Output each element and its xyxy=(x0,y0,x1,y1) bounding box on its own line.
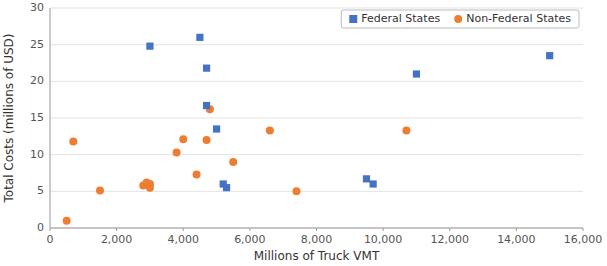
point xyxy=(179,135,187,143)
legend: Federal States Non-Federal States xyxy=(341,10,579,28)
y-tick-label: 15 xyxy=(30,111,44,124)
point xyxy=(229,158,237,166)
y-axis-line xyxy=(50,8,51,228)
x-tick-label: 12,000 xyxy=(431,233,470,246)
chart: 0 5 10 15 20 25 30 0 2,000 4,000 6,000 8,000 10,000 1… xyxy=(0,0,607,266)
point xyxy=(363,175,370,182)
point xyxy=(546,52,553,59)
grid-line xyxy=(50,228,583,229)
grid-line xyxy=(50,118,583,119)
y-tick-label: 0 xyxy=(37,221,44,234)
x-tick-label: 4,000 xyxy=(168,233,200,246)
grid-line xyxy=(50,44,583,45)
point xyxy=(293,187,301,195)
x-tick-label: 16,000 xyxy=(564,233,603,246)
point xyxy=(196,34,203,41)
point xyxy=(203,136,211,144)
point xyxy=(193,170,201,178)
legend-marker xyxy=(454,15,462,23)
grid-line xyxy=(50,154,583,155)
x-tick-label: 6,000 xyxy=(234,233,266,246)
x-axis-label: Millions of Truck VMT xyxy=(254,249,380,263)
y-tick-label: 25 xyxy=(30,38,44,51)
point xyxy=(96,187,104,195)
legend-label: Federal States xyxy=(361,12,440,25)
legend-box xyxy=(341,10,579,28)
point xyxy=(146,43,153,50)
x-tick-label: 0 xyxy=(47,233,54,246)
point xyxy=(402,126,410,134)
point xyxy=(413,70,420,77)
point xyxy=(213,125,220,132)
legend-label: Non-Federal States xyxy=(466,12,571,25)
legend-marker xyxy=(349,15,357,23)
point xyxy=(63,217,71,225)
grid-line xyxy=(50,191,583,192)
x-axis-line xyxy=(50,228,583,229)
grid-line xyxy=(50,81,583,82)
series xyxy=(63,105,411,224)
x-tick-label: 2,000 xyxy=(101,233,133,246)
plot-area xyxy=(63,34,554,225)
y-tick-label: 10 xyxy=(30,148,44,161)
axes: 0 5 10 15 20 25 30 0 2,000 4,000 6,000 8,000 10,000 1… xyxy=(30,1,602,246)
point xyxy=(203,102,210,109)
x-tick-label: 14,000 xyxy=(497,233,536,246)
y-tick-label: 20 xyxy=(30,74,44,87)
point xyxy=(173,148,181,156)
point xyxy=(203,65,210,72)
point xyxy=(370,180,377,187)
x-tick-label: 8,000 xyxy=(301,233,333,246)
grid-line xyxy=(50,8,583,9)
series xyxy=(146,34,553,192)
x-tick-label: 10,000 xyxy=(364,233,403,246)
y-axis-label: Total Costs (millions of USD) xyxy=(2,33,16,203)
point xyxy=(266,126,274,134)
y-tick-label: 30 xyxy=(30,1,44,14)
y-tick-label: 5 xyxy=(37,184,44,197)
grid xyxy=(50,8,583,228)
point xyxy=(146,180,154,188)
point xyxy=(223,184,230,191)
point xyxy=(69,137,77,145)
